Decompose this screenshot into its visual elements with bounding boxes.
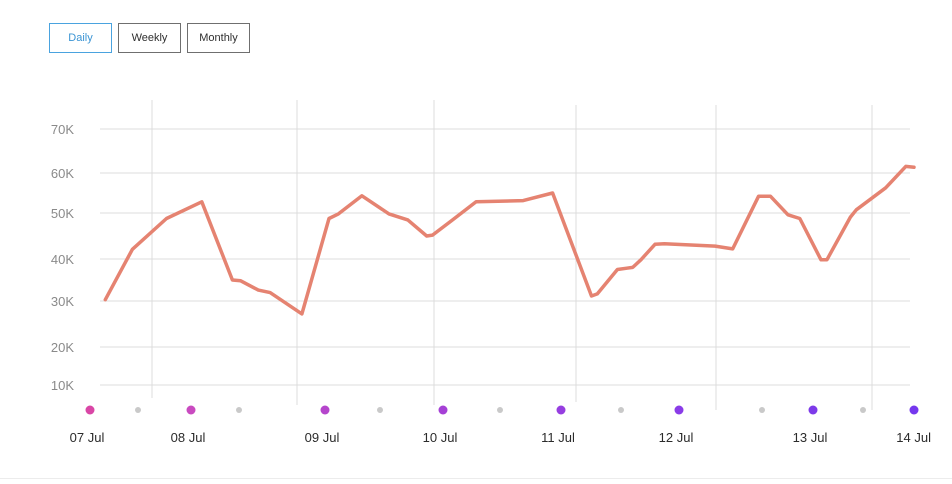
timeline-day-dot[interactable] xyxy=(186,405,196,415)
range-toggle: Daily Weekly Monthly xyxy=(49,23,250,53)
horizontal-grid xyxy=(100,128,910,386)
x-tick-label: 10 Jul xyxy=(423,430,458,445)
y-tick-label: 70K xyxy=(51,122,74,137)
x-tick-label: 08 Jul xyxy=(171,430,206,445)
tab-daily[interactable]: Daily xyxy=(49,23,112,53)
tab-weekly[interactable]: Weekly xyxy=(118,23,181,53)
timeline-minor-dot xyxy=(135,407,141,413)
series-line xyxy=(103,164,916,316)
timeline-minor-dot xyxy=(860,407,866,413)
x-tick-label: 14 Jul xyxy=(896,430,931,445)
x-tick-label: 11 Jul xyxy=(541,430,575,445)
y-tick-label: 40K xyxy=(51,252,74,267)
y-tick-label: 30K xyxy=(51,294,74,309)
x-tick-label: 13 Jul xyxy=(793,430,828,445)
timeline-day-dot[interactable] xyxy=(808,405,818,415)
timeline-minor-dot xyxy=(377,407,383,413)
timeline-dots xyxy=(85,405,919,415)
x-tick-label: 07 Jul xyxy=(70,430,105,445)
y-tick-label: 20K xyxy=(51,340,74,355)
bottom-divider xyxy=(0,478,952,479)
timeline-minor-dot xyxy=(236,407,242,413)
timeline-day-dot[interactable] xyxy=(85,405,95,415)
timeline-day-dot[interactable] xyxy=(674,405,684,415)
x-tick-label: 09 Jul xyxy=(305,430,340,445)
y-tick-label: 50K xyxy=(51,206,74,221)
y-axis-labels: 10K 20K 30K 40K 50K 60K 70K xyxy=(51,122,74,393)
timeline-day-dot[interactable] xyxy=(320,405,330,415)
timeline-day-dot[interactable] xyxy=(909,405,919,415)
x-tick-label: 12 Jul xyxy=(659,430,694,445)
y-tick-label: 60K xyxy=(51,166,74,181)
series-layer xyxy=(103,164,916,316)
tab-monthly[interactable]: Monthly xyxy=(187,23,250,53)
y-tick-label: 10K xyxy=(51,378,74,393)
timeline-minor-dot xyxy=(618,407,624,413)
timeline-day-dot[interactable] xyxy=(438,405,448,415)
timeline-minor-dot xyxy=(759,407,765,413)
x-axis-labels: 07 Jul 08 Jul 09 Jul 10 Jul 11 Jul 12 Jul 13 J… xyxy=(70,430,931,445)
vertical-grid xyxy=(151,100,873,410)
timeline-day-dot[interactable] xyxy=(556,405,566,415)
timeline-minor-dot xyxy=(497,407,503,413)
